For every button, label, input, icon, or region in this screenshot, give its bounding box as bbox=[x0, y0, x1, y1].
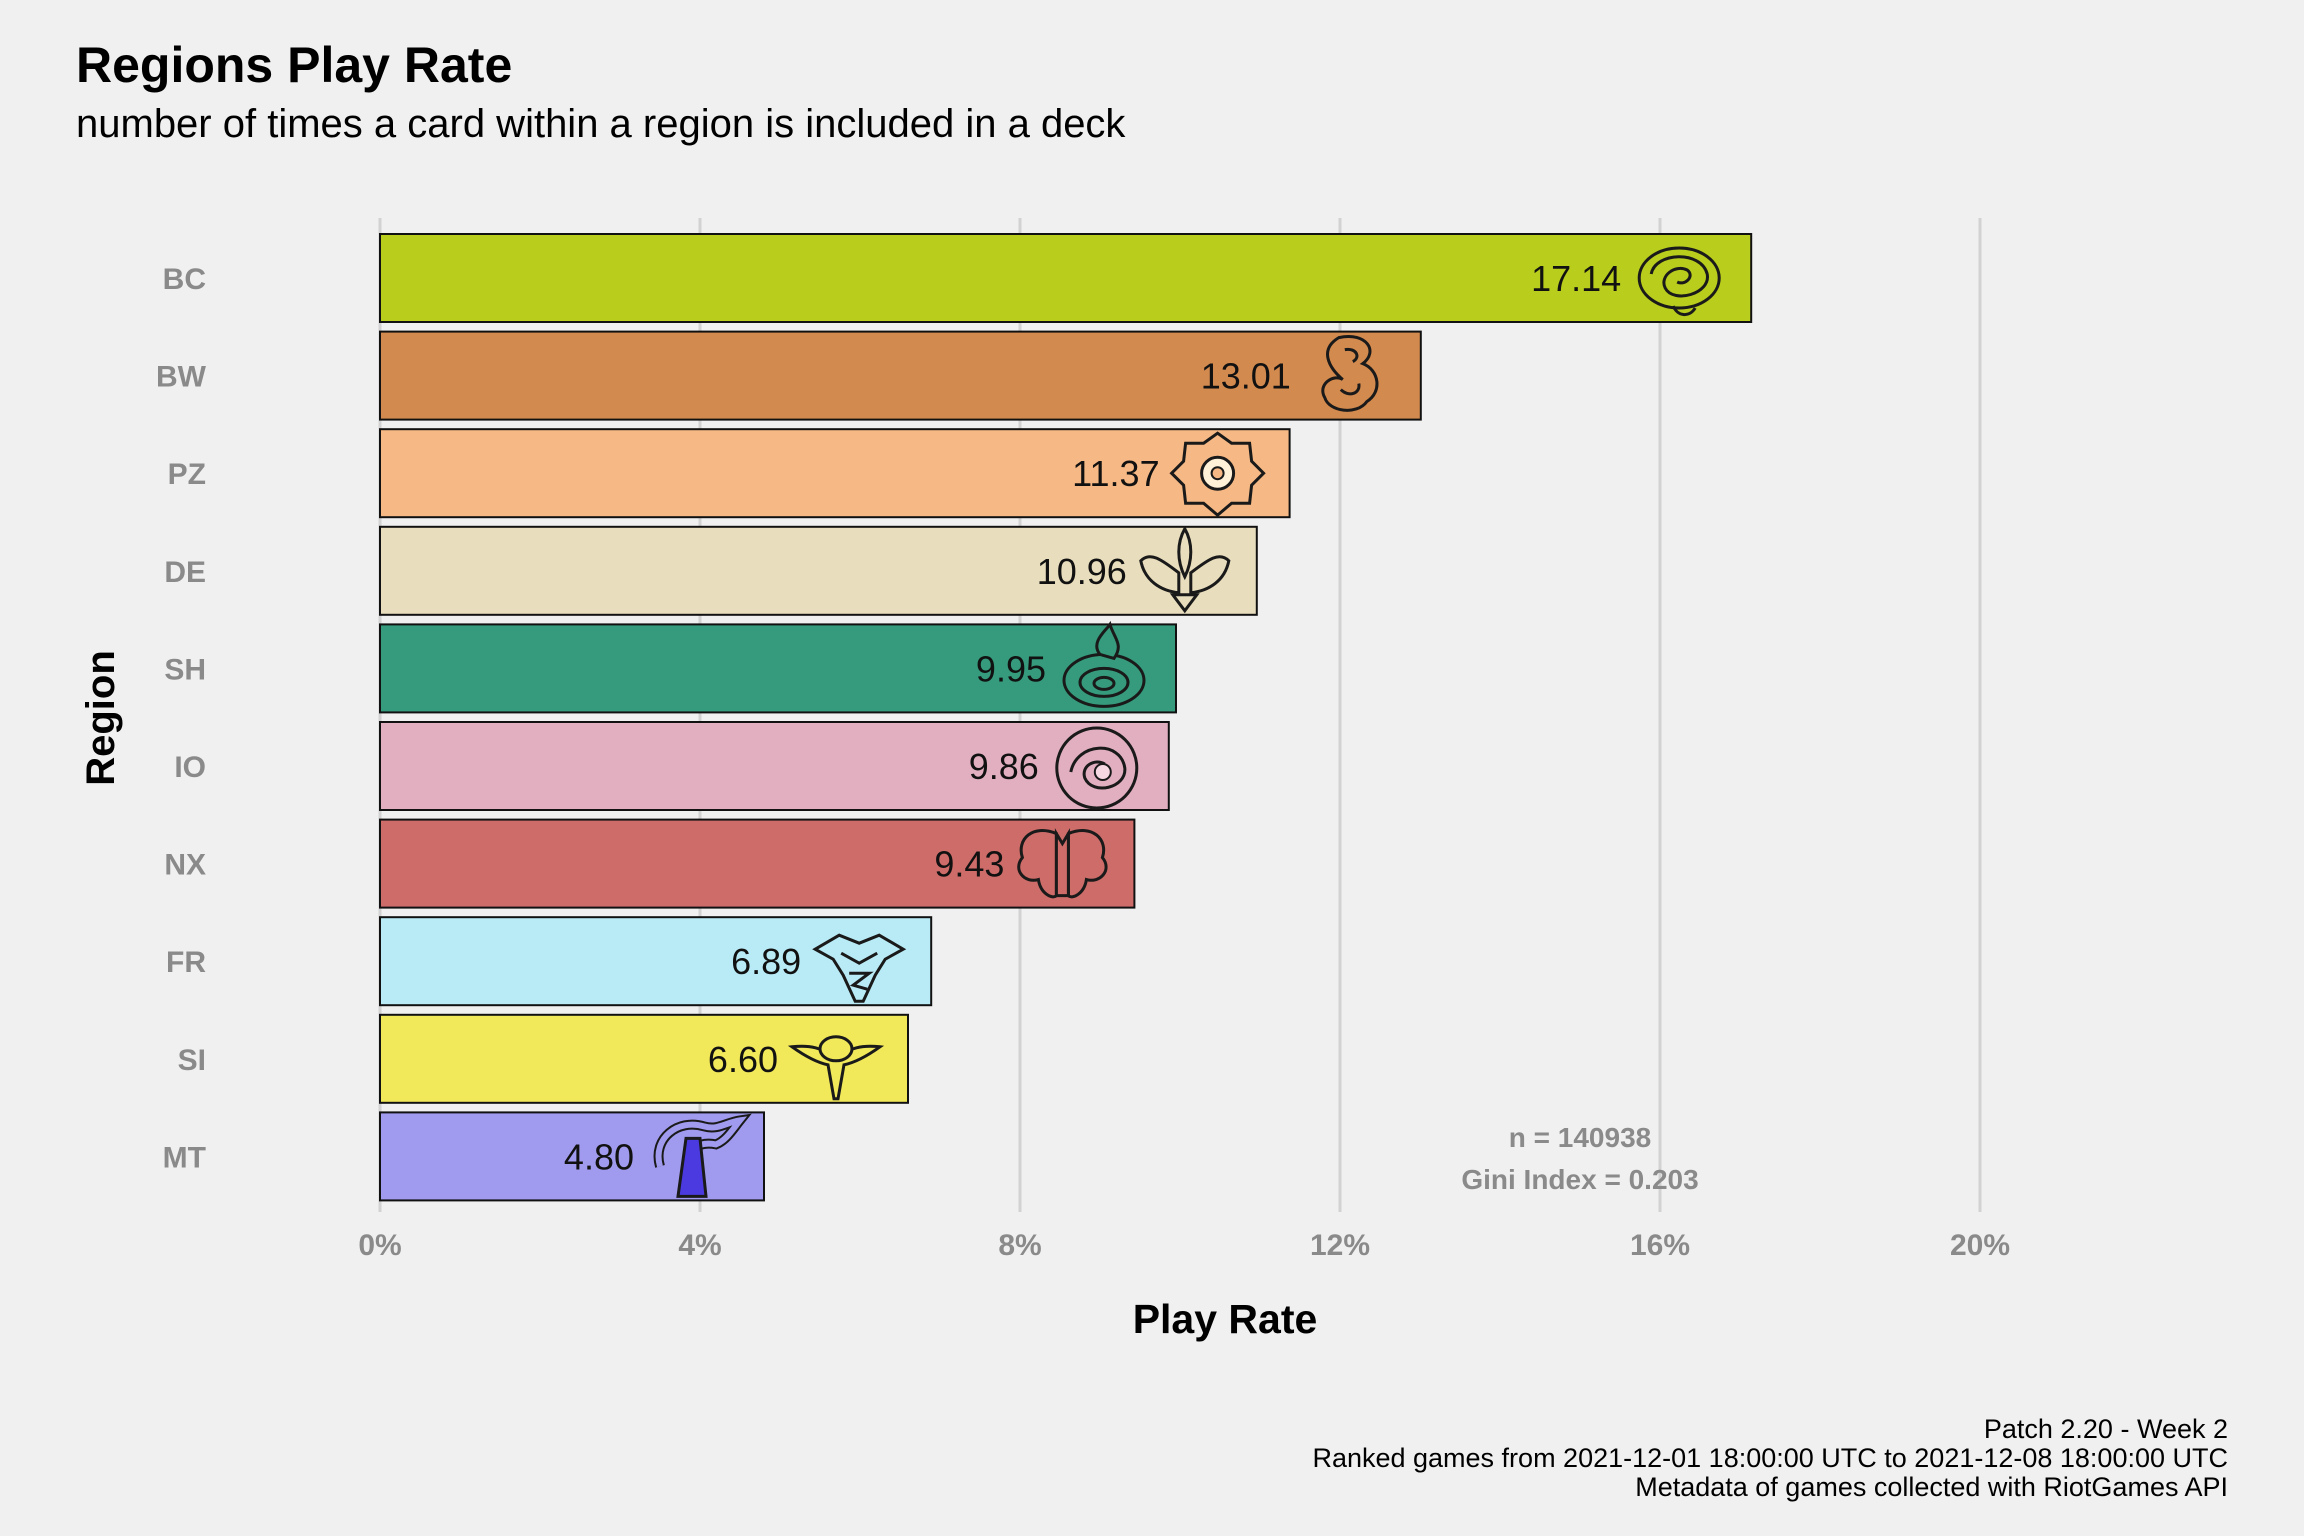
x-tick-label: 16% bbox=[1630, 1229, 1690, 1262]
category-label: SI bbox=[178, 1044, 206, 1077]
bar-value-label: 6.60 bbox=[708, 1039, 778, 1080]
region-icons bbox=[653, 246, 1721, 1198]
shadow-isles-icon bbox=[787, 1035, 885, 1101]
bar-io bbox=[379, 721, 1170, 811]
x-tick-label: 0% bbox=[358, 1229, 401, 1262]
x-axis-label: Play Rate bbox=[1133, 1296, 1318, 1342]
chart-title: Regions Play Rate bbox=[76, 37, 512, 93]
bar-value-label: 9.43 bbox=[934, 844, 1004, 885]
bar-bw bbox=[379, 330, 1422, 421]
noxus-icon bbox=[1017, 828, 1108, 899]
bar-nx bbox=[379, 818, 1136, 909]
piltover-zaun-icon bbox=[1169, 431, 1266, 518]
category-label: DE bbox=[164, 556, 206, 589]
shurima-icon bbox=[1062, 620, 1146, 708]
bar-value-label: 10.96 bbox=[1037, 551, 1127, 592]
x-tick-label: 20% bbox=[1950, 1229, 2010, 1262]
bar-bc bbox=[379, 233, 1753, 323]
category-label: IO bbox=[174, 751, 206, 784]
bar-value-label: 9.95 bbox=[976, 648, 1046, 689]
bar-value-labels: 17.14 13.01 11.37 10.96 9.95 9.86 9.43 6.89 6.60… bbox=[564, 258, 1621, 1177]
category-label: NX bbox=[164, 849, 206, 882]
sample-size-annotation: n = 140938 bbox=[1509, 1122, 1651, 1153]
x-tick-labels: 0% 4% 8% 12% 16% 20% bbox=[358, 1229, 2010, 1262]
category-label: SH bbox=[164, 653, 206, 686]
category-label: BC bbox=[163, 263, 206, 296]
bar-value-label: 13.01 bbox=[1201, 356, 1291, 397]
mount-targon-icon bbox=[653, 1113, 752, 1198]
bar-value-label: 11.37 bbox=[1072, 453, 1159, 494]
bar-sh bbox=[379, 623, 1177, 714]
bandle-city-icon bbox=[1637, 246, 1721, 316]
bar-value-label: 17.14 bbox=[1531, 258, 1621, 299]
bar-value-label: 4.80 bbox=[564, 1136, 634, 1177]
y-axis-label: Region bbox=[79, 650, 123, 786]
caption-line-2: Ranked games from 2021-12-01 18:00:00 UT… bbox=[1312, 1443, 2228, 1473]
caption-line-3: Metadata of games collected with RiotGam… bbox=[1635, 1472, 2228, 1502]
category-label: FR bbox=[166, 946, 206, 979]
demacia-icon bbox=[1139, 525, 1231, 614]
category-label: MT bbox=[163, 1141, 206, 1174]
chart-subtitle: number of times a card within a region i… bbox=[76, 102, 1126, 146]
x-tick-label: 8% bbox=[998, 1229, 1041, 1262]
bar-de bbox=[379, 525, 1258, 616]
category-label: PZ bbox=[168, 458, 206, 491]
bar-pz bbox=[379, 428, 1291, 519]
caption-line-1: Patch 2.20 - Week 2 bbox=[1984, 1414, 2228, 1444]
bar-value-label: 9.86 bbox=[969, 746, 1039, 787]
x-tick-label: 4% bbox=[678, 1229, 721, 1262]
bilgewater-icon bbox=[1321, 335, 1379, 412]
freljord-icon bbox=[812, 933, 907, 1003]
bars bbox=[379, 233, 1753, 1202]
ionia-icon bbox=[1055, 726, 1139, 810]
gini-index-annotation: Gini Index = 0.203 bbox=[1461, 1164, 1698, 1195]
category-label: BW bbox=[156, 361, 207, 394]
y-tick-labels: BC BW PZ DE SH IO NX FR SI MT bbox=[156, 263, 207, 1174]
bar-value-label: 6.89 bbox=[731, 941, 801, 982]
x-tick-label: 12% bbox=[1310, 1229, 1370, 1262]
